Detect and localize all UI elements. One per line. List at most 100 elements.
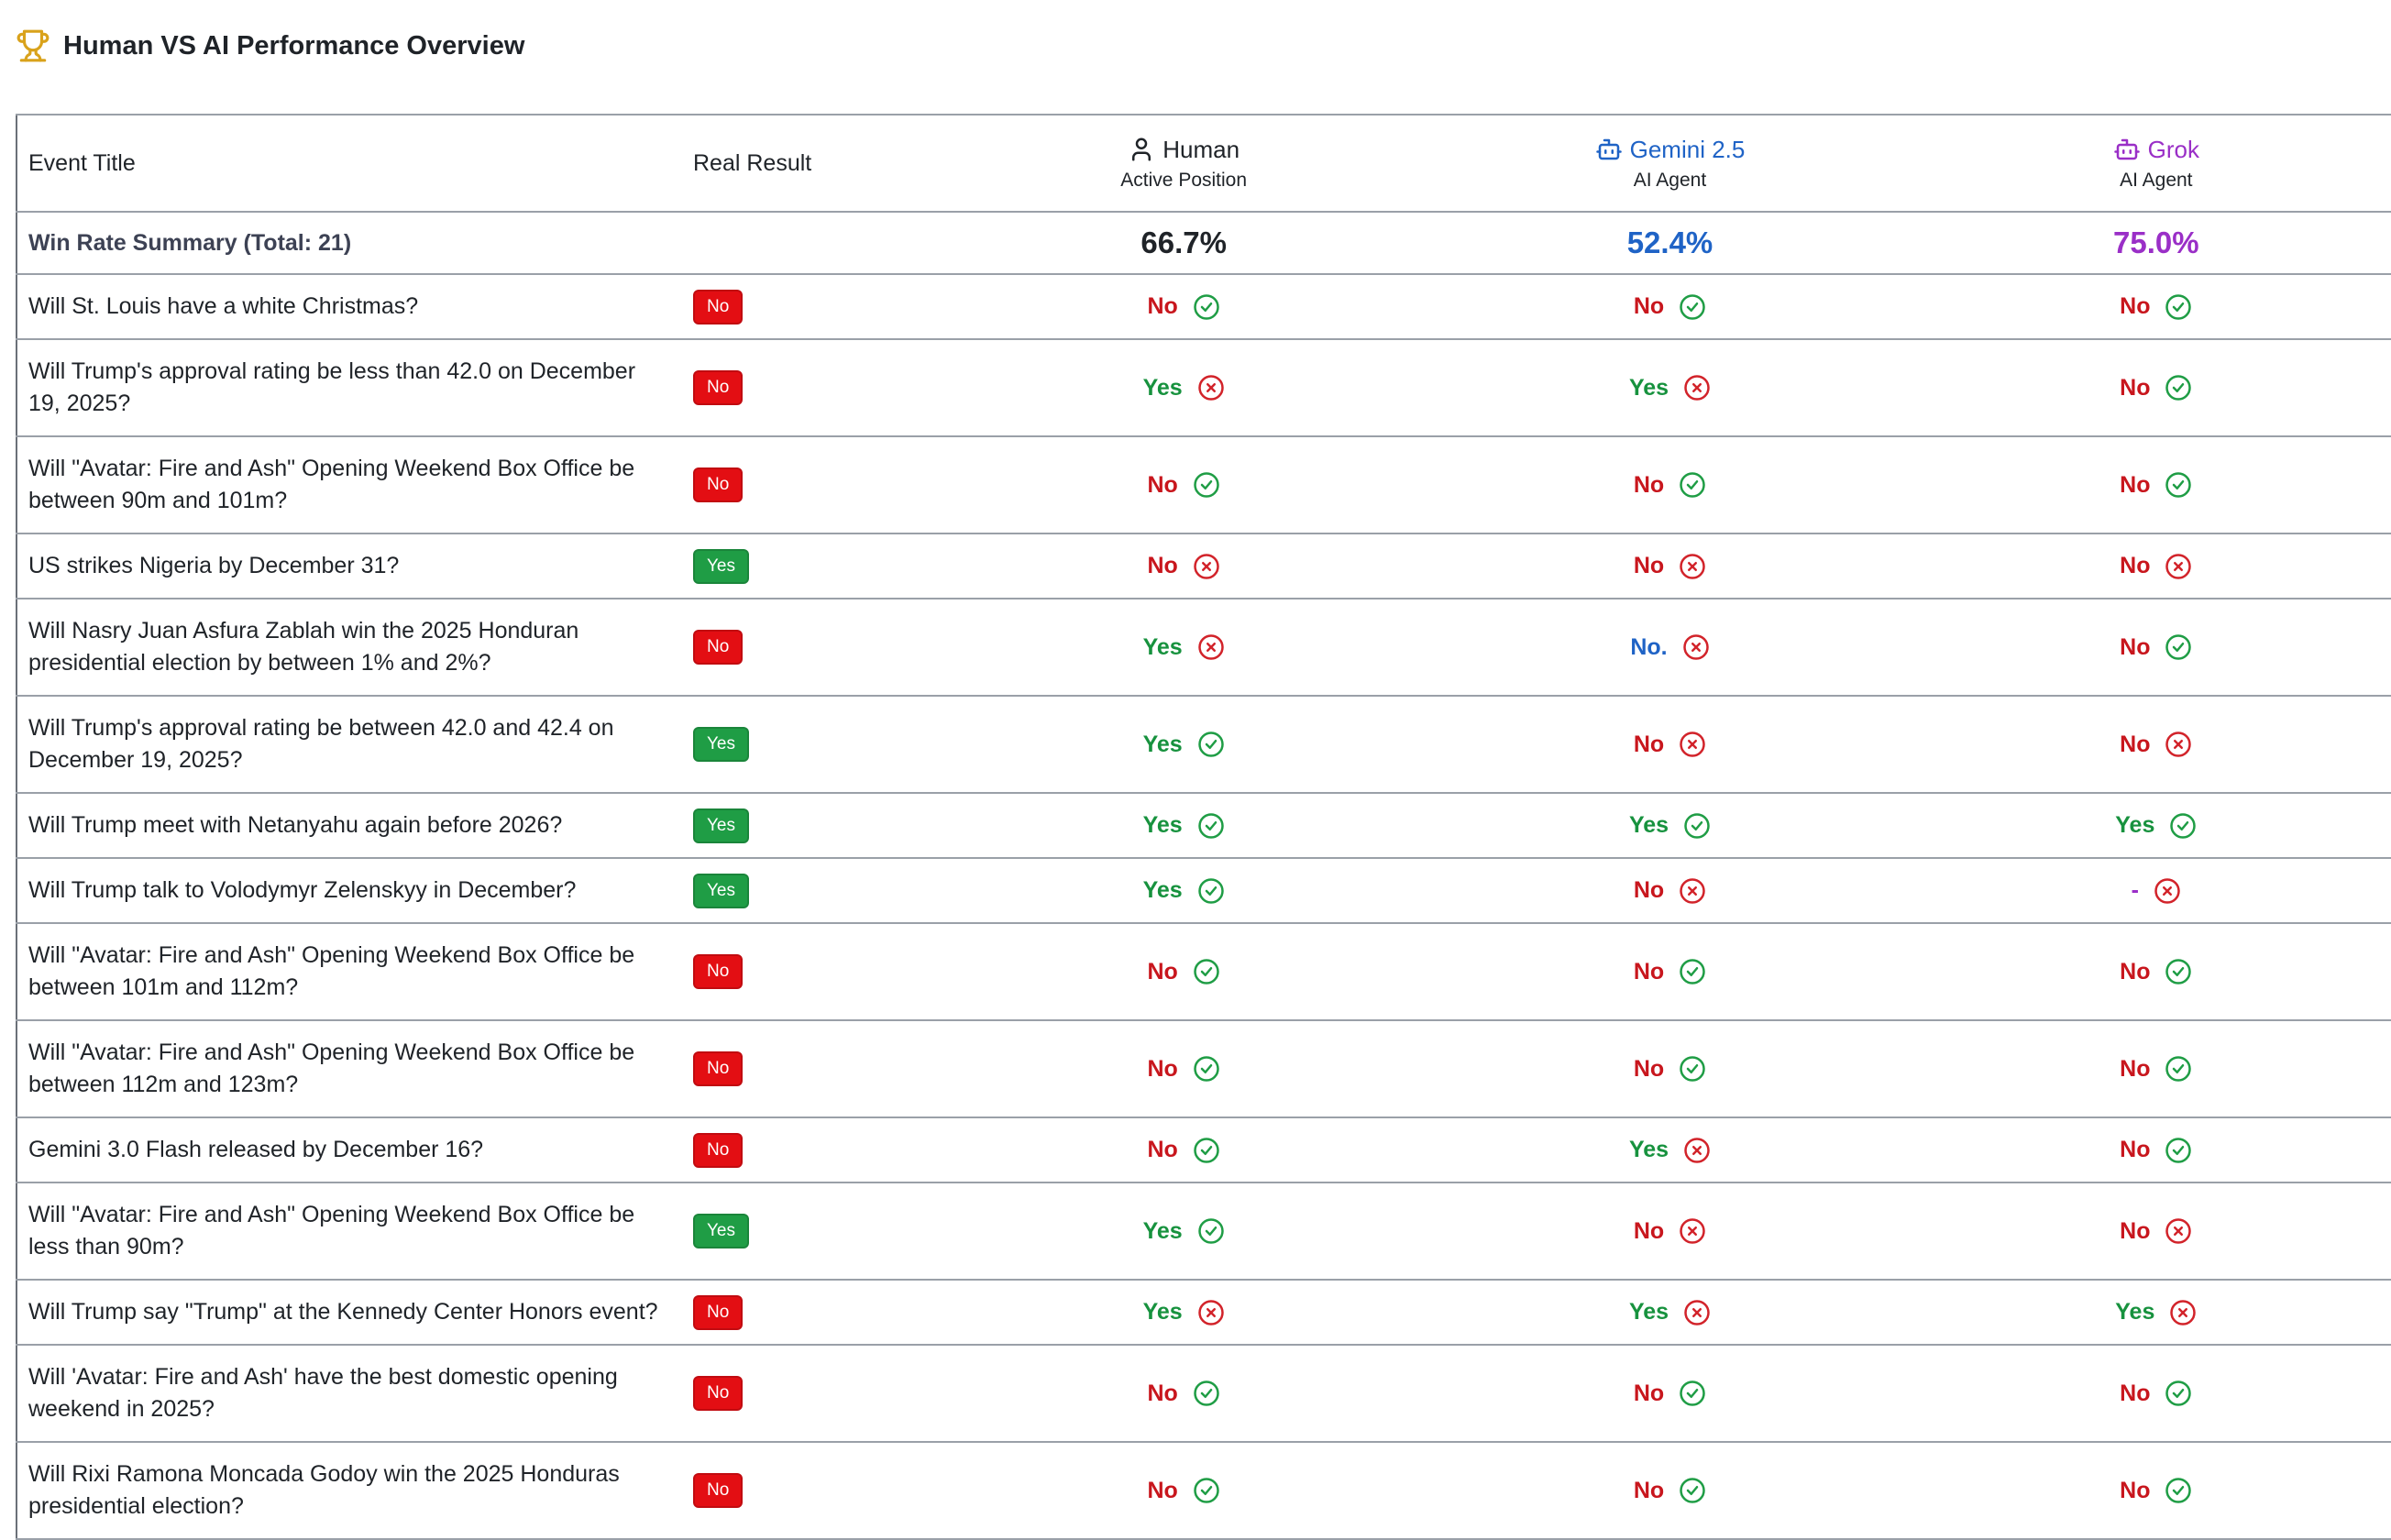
icon-path	[1603, 138, 1610, 147]
icon-path	[2165, 375, 2192, 401]
prediction-text: No	[1147, 1477, 1178, 1503]
icon-path	[1132, 151, 1151, 161]
icon-path	[1680, 293, 1705, 320]
icon-path	[2173, 1145, 2185, 1155]
real-result-cell: No	[678, 1344, 941, 1443]
icon-path	[1686, 1486, 1699, 1495]
correct-icon	[1194, 1137, 1219, 1163]
correct-icon	[1680, 1056, 1705, 1082]
icon-path	[1691, 820, 1703, 830]
prediction-text: No	[1633, 731, 1665, 757]
prediction: No	[1148, 293, 1220, 321]
model-subtitle: Active Position	[1120, 169, 1248, 191]
event-row: Will Trump's approval rating be less tha…	[16, 338, 2391, 437]
wrong-icon	[1680, 553, 1705, 579]
event-row: Will Trump say "Trump" at the Kennedy Ce…	[16, 1279, 2391, 1346]
event-title: Will Trump meet with Netanyahu again bef…	[16, 792, 678, 859]
header-cell: Event Title	[16, 114, 678, 213]
prediction-text: Yes	[1628, 1137, 1669, 1162]
wrong-icon	[1684, 1299, 1710, 1326]
correct-icon	[2165, 1380, 2192, 1406]
correct-icon	[1194, 959, 1219, 984]
correct-icon	[1680, 959, 1705, 984]
icon-path	[1680, 877, 1705, 904]
icon-path	[1680, 959, 1705, 984]
win-rate: 66.7%	[941, 211, 1427, 275]
icon-path	[1200, 1486, 1213, 1495]
model-header: Grok AI Agent	[1912, 114, 2391, 213]
icon-path	[2173, 643, 2185, 652]
prediction: No	[2120, 374, 2192, 402]
icon-path	[2165, 1137, 2192, 1163]
icon-path	[1680, 553, 1705, 579]
prediction-cell: No	[1427, 1019, 1913, 1118]
prediction: No	[1634, 1477, 1706, 1504]
model-subtitle: AI Agent	[2120, 169, 2193, 191]
prediction-text: Yes	[1142, 633, 1183, 660]
wrong-icon	[1682, 634, 1709, 660]
icon-path	[2173, 1486, 2185, 1495]
icon-path	[1692, 1145, 1702, 1155]
result-badge: No	[693, 1132, 744, 1168]
icon-path	[1205, 740, 1217, 749]
prediction-cell: No	[1912, 1344, 2391, 1443]
icon-path	[1688, 561, 1698, 571]
correct-icon	[1680, 293, 1705, 320]
prediction-cell: No	[1912, 1116, 2391, 1183]
prediction: No	[2120, 293, 2192, 321]
prediction: No	[1634, 471, 1706, 499]
real-result-cell: No	[678, 1441, 941, 1540]
icon-path	[2173, 302, 2185, 312]
prediction: No	[2120, 471, 2192, 499]
icon-path	[1680, 1218, 1705, 1244]
wrong-icon	[1197, 634, 1224, 660]
prediction-text: No.	[1630, 633, 1668, 660]
prediction-text: Yes	[1142, 731, 1183, 757]
event-row: Will "Avatar: Fire and Ash" Opening Week…	[16, 1182, 2391, 1281]
icon-path	[2165, 1380, 2192, 1406]
prediction: No	[2120, 1217, 2192, 1245]
prediction-cell: No	[1427, 1182, 1913, 1281]
icon-path	[1194, 1056, 1219, 1082]
prediction-text: No	[1147, 958, 1178, 984]
icon-path	[2174, 1226, 2184, 1236]
prediction: No	[1634, 1380, 1706, 1407]
result-badge: No	[693, 289, 744, 324]
icon-path	[1194, 293, 1219, 320]
prediction-cell: No	[1912, 1182, 2391, 1281]
header-row: Event Title Real Result Human Active Posi…	[16, 114, 2391, 213]
icon-path	[2174, 740, 2184, 749]
prediction: No	[2120, 633, 2192, 661]
wrong-icon	[1684, 1137, 1710, 1163]
prediction-cell: No	[941, 273, 1427, 340]
event-title: Will Trump's approval rating be between …	[16, 695, 678, 794]
event-row: Will "Avatar: Fire and Ash" Opening Week…	[16, 1019, 2391, 1118]
icon-path	[1680, 1380, 1705, 1406]
wrong-icon	[1197, 375, 1224, 401]
prediction: No	[1634, 731, 1706, 758]
correct-icon	[1680, 472, 1705, 498]
prediction: No.	[1630, 633, 1709, 661]
prediction-cell: Yes	[941, 598, 1427, 697]
correct-icon	[1194, 1056, 1219, 1082]
prediction-text: No	[2120, 1380, 2151, 1406]
prediction-cell: No	[1912, 922, 2391, 1021]
prediction: Yes	[2115, 1299, 2197, 1326]
event-row: Will Nasry Juan Asfura Zablah win the 20…	[16, 598, 2391, 697]
event-row: Will Trump's approval rating be between …	[16, 695, 2391, 794]
correct-icon	[2170, 812, 2197, 839]
icon-path	[1197, 877, 1224, 904]
model-header-content: Grok AI Agent	[1913, 136, 2391, 192]
prediction: Yes	[1629, 1137, 1711, 1164]
icon-path	[2173, 480, 2185, 490]
prediction-cell: Yes	[1427, 1279, 1913, 1346]
prediction-text: No	[2120, 1477, 2151, 1503]
prediction: No	[1634, 1055, 1706, 1083]
prediction: Yes	[1629, 1299, 1711, 1326]
results-table: Event Title Real Result Human Active Posi…	[16, 114, 2391, 1540]
result-badge: Yes	[693, 808, 749, 843]
summary-row: Win Rate Summary (Total: 21) 66.7% 52.4% 75…	[16, 211, 2391, 275]
icon-path	[1688, 1226, 1698, 1236]
correct-icon	[2165, 293, 2192, 320]
icon-path	[1194, 959, 1219, 984]
